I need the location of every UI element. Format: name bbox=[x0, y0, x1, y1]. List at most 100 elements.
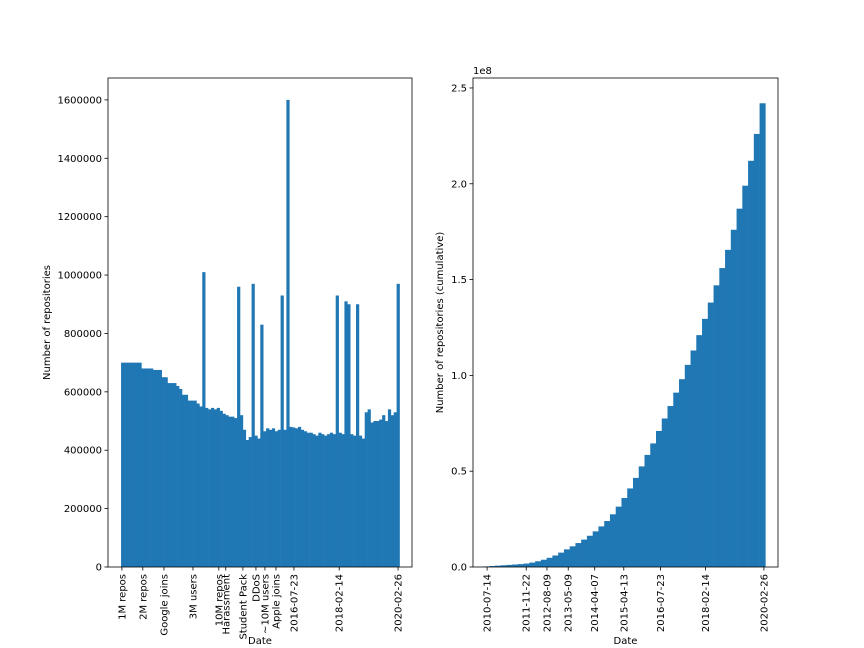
bar bbox=[321, 434, 325, 567]
bar bbox=[254, 435, 258, 567]
bar bbox=[748, 160, 755, 567]
bar bbox=[500, 565, 507, 567]
y-tick-label: 2.0 bbox=[451, 179, 467, 190]
bar bbox=[725, 249, 732, 568]
y-tick-label: 1600000 bbox=[57, 95, 102, 106]
bar bbox=[141, 368, 145, 567]
bar bbox=[193, 400, 197, 567]
bar bbox=[707, 302, 714, 567]
bar bbox=[300, 429, 305, 567]
bar bbox=[190, 400, 194, 567]
plot-frame bbox=[107, 77, 413, 568]
x-tick-label: Student Pack bbox=[238, 574, 249, 640]
bar bbox=[742, 185, 749, 567]
x-tick-label: 2010-07-14 bbox=[483, 574, 494, 632]
y-tick-label: 200000 bbox=[64, 504, 102, 515]
bar bbox=[673, 392, 680, 567]
x-tick-label: 2016-07-23 bbox=[656, 574, 667, 632]
bar bbox=[263, 431, 267, 567]
bar bbox=[329, 432, 334, 567]
bar bbox=[295, 428, 299, 567]
bar bbox=[713, 285, 720, 567]
bar bbox=[358, 435, 363, 567]
bar bbox=[494, 565, 501, 567]
bar bbox=[581, 539, 588, 567]
bar bbox=[552, 555, 559, 567]
bar bbox=[730, 229, 737, 568]
bar bbox=[644, 454, 651, 567]
bar bbox=[176, 385, 180, 567]
x-tick-label: 2014-04-07 bbox=[590, 574, 601, 632]
bar bbox=[621, 498, 628, 567]
bar bbox=[208, 409, 212, 567]
bar bbox=[592, 531, 599, 567]
bar bbox=[245, 440, 249, 567]
y-tick-label: 0.5 bbox=[451, 467, 467, 478]
x-tick-label: 2018-02-14 bbox=[335, 574, 346, 632]
bar bbox=[759, 103, 766, 568]
bar bbox=[155, 369, 160, 567]
x-tick-label: 3M users bbox=[188, 574, 199, 619]
bar bbox=[318, 432, 322, 567]
bar bbox=[283, 429, 287, 567]
x-tick-label: 10M repos bbox=[214, 574, 225, 626]
bar bbox=[558, 552, 565, 567]
bar bbox=[569, 546, 576, 567]
bar bbox=[396, 283, 400, 567]
bar bbox=[379, 419, 383, 567]
bar bbox=[361, 438, 366, 567]
bar bbox=[216, 407, 220, 567]
bar bbox=[387, 409, 392, 567]
bar bbox=[199, 406, 203, 567]
bar bbox=[138, 362, 142, 567]
y-tick-label: 1400000 bbox=[57, 154, 102, 165]
x-tick-label: Apple joins bbox=[271, 574, 282, 629]
bar bbox=[690, 350, 697, 567]
bar bbox=[135, 362, 139, 567]
bar bbox=[489, 566, 496, 567]
bar bbox=[144, 368, 148, 567]
bar bbox=[529, 562, 536, 567]
bar bbox=[353, 435, 357, 567]
bar bbox=[332, 434, 337, 567]
bar bbox=[696, 335, 703, 567]
bar bbox=[274, 431, 278, 567]
y-tick-label: 800000 bbox=[64, 329, 102, 340]
bar bbox=[344, 301, 348, 567]
bar bbox=[736, 208, 743, 567]
bar bbox=[150, 368, 154, 567]
bar bbox=[266, 428, 270, 567]
bar bbox=[540, 559, 547, 567]
bar bbox=[231, 416, 235, 567]
bar bbox=[350, 434, 354, 567]
bar bbox=[167, 383, 171, 567]
bar bbox=[123, 362, 128, 567]
x-tick-label: Harassment bbox=[221, 574, 232, 635]
x-tick-label: 2013-05-09 bbox=[564, 574, 575, 632]
bar bbox=[173, 383, 177, 567]
bar bbox=[546, 557, 553, 567]
y-axis-label: Number of repositories (cumulative) bbox=[435, 232, 446, 414]
y-tick-label: 0 bbox=[96, 563, 102, 574]
bar bbox=[234, 418, 238, 567]
y-tick-label: 1.0 bbox=[451, 371, 467, 382]
x-tick-label: 2011-11-22 bbox=[522, 574, 533, 632]
bar bbox=[210, 407, 215, 567]
bar bbox=[161, 377, 165, 567]
bar bbox=[661, 418, 668, 567]
bar bbox=[684, 364, 691, 567]
bar bbox=[315, 435, 319, 567]
bar bbox=[382, 415, 386, 567]
bar bbox=[702, 318, 709, 567]
bar bbox=[202, 272, 206, 567]
bar bbox=[289, 426, 293, 567]
x-tick-label: Google joins bbox=[159, 574, 170, 636]
bar bbox=[158, 369, 162, 567]
bar bbox=[393, 412, 397, 567]
y-tick-label: 400000 bbox=[64, 446, 102, 457]
bar bbox=[309, 432, 313, 567]
x-tick-label: 2015-04-13 bbox=[619, 574, 630, 632]
x-axis-label: Date bbox=[248, 636, 272, 647]
bar bbox=[517, 564, 524, 567]
bar bbox=[179, 388, 183, 567]
